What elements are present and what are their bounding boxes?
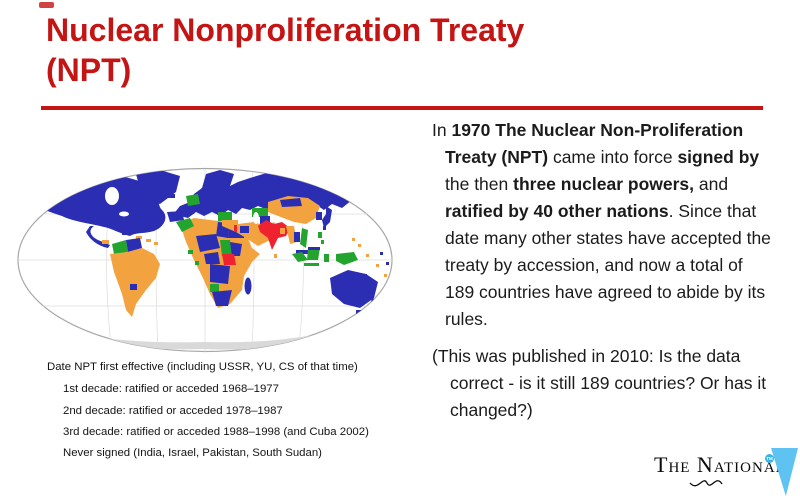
p1-s2: came into force xyxy=(548,147,678,167)
legend-heading: Date NPT first effective (including USSR… xyxy=(47,361,358,373)
red-corner-mark xyxy=(39,2,54,8)
region-africa xyxy=(176,218,260,308)
p1-s8: . Since that date many other states have… xyxy=(445,201,771,329)
logo-tm-badge: TM xyxy=(765,454,774,463)
intro-paragraph: In 1970 The Nuclear Non-Proliferation Tr… xyxy=(432,117,772,333)
title-divider xyxy=(41,106,763,110)
p1-s3: signed by xyxy=(677,147,760,167)
legend-item-never-signed: Never signed (India, Israel, Pakistan, S… xyxy=(63,447,322,459)
legend-item-first-decade: 1st decade: ratified or acceded 1968–197… xyxy=(63,383,279,396)
map-legend: Date NPT first effective (including USSR… xyxy=(47,360,412,467)
legend-item-second-decade: 2nd decade: ratified or acceded 1978–198… xyxy=(63,404,283,417)
logo-swash-icon xyxy=(689,480,723,487)
legend-item-third-decade: 3rd decade: ratified or acceded 1988–199… xyxy=(63,425,369,438)
p1-s6: and xyxy=(694,174,729,194)
p1-s4: the then xyxy=(445,174,514,194)
logo-wordmark: The National xyxy=(654,452,786,477)
page-title-line1: Nuclear Nonproliferation Treaty xyxy=(46,12,525,48)
body-text: In 1970 The Nuclear Non-Proliferation Tr… xyxy=(432,117,772,424)
page-title: Nuclear Nonproliferation Treaty (NPT) xyxy=(46,10,756,90)
region-south-america xyxy=(110,238,160,317)
question-paragraph: (This was published in 2010: Is the data… xyxy=(432,346,767,420)
region-asia xyxy=(258,196,358,266)
p1-s7: ratified by 40 other nations xyxy=(445,201,669,221)
p1-s5: three nuclear powers, xyxy=(513,174,695,194)
region-antarctica xyxy=(74,332,328,350)
npt-world-map-svg xyxy=(17,167,393,353)
p1-s1: 1970 The Nuclear Non-Proliferation Treat… xyxy=(445,120,744,167)
p1-s0: In xyxy=(432,120,452,140)
npt-world-map xyxy=(14,166,396,356)
the-national-logo: The National TM xyxy=(572,447,800,500)
page-title-line2: (NPT) xyxy=(46,52,132,88)
